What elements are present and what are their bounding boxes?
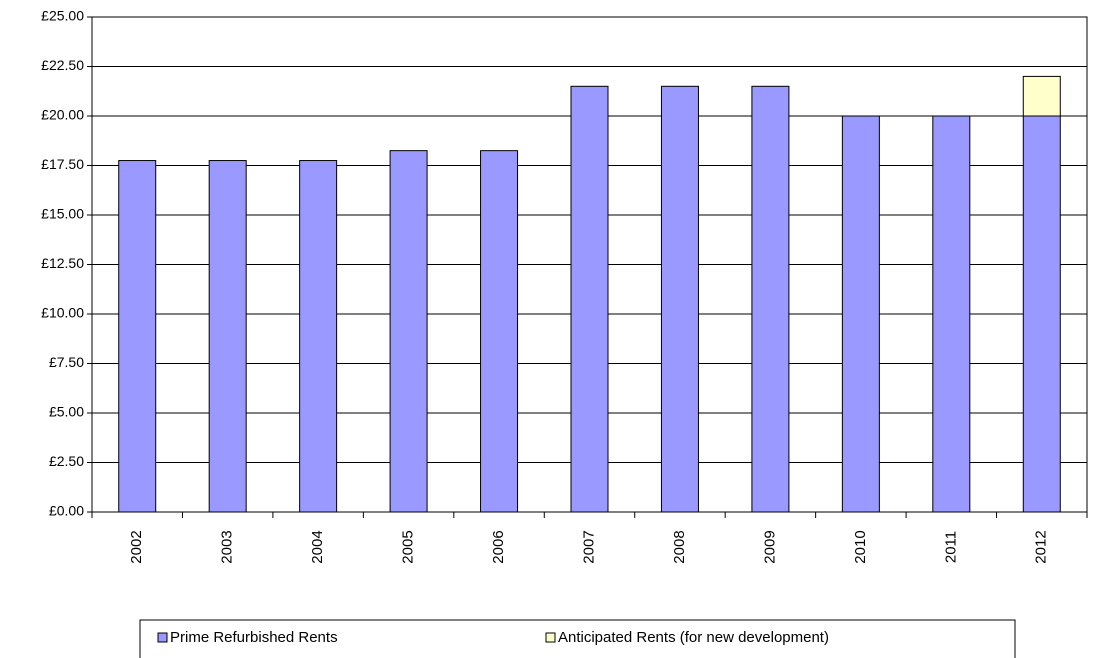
legend-label: Prime Refurbished Rents (170, 629, 338, 646)
legend-swatch (157, 632, 168, 643)
bar (841, 115, 880, 513)
bar (1022, 75, 1061, 117)
bar (480, 150, 519, 513)
y-tick-label: £2.50 (49, 453, 84, 469)
x-tick-label: 2010 (852, 530, 869, 563)
bar (208, 160, 247, 513)
x-tick-label: 2008 (671, 530, 688, 563)
bar (932, 115, 971, 513)
x-tick-label: 2003 (219, 530, 236, 563)
y-tick-label: £5.00 (49, 404, 84, 420)
x-tick-label: 2004 (309, 530, 326, 563)
legend-label: Anticipated Rents (for new development) (558, 629, 829, 646)
x-tick-label: 2006 (490, 530, 507, 563)
bar (570, 85, 609, 513)
y-tick-label: £17.50 (41, 156, 84, 172)
legend-swatch (545, 632, 556, 643)
bar (660, 85, 699, 513)
y-tick-label: £25.00 (41, 8, 84, 24)
y-tick-label: £15.00 (41, 206, 84, 222)
bar (118, 160, 157, 513)
x-tick-label: 2009 (761, 530, 778, 563)
y-tick-label: £0.00 (49, 503, 84, 519)
bar (751, 85, 790, 513)
x-tick-label: 2011 (942, 531, 959, 563)
bar (1022, 115, 1061, 513)
y-tick-label: £22.50 (41, 57, 84, 73)
y-tick-label: £7.50 (49, 354, 84, 370)
bar (299, 160, 338, 513)
x-tick-label: 2005 (400, 530, 417, 563)
y-tick-label: £12.50 (41, 255, 84, 271)
legend-box (139, 619, 1016, 658)
bar (389, 150, 428, 513)
y-tick-label: £10.00 (41, 305, 84, 321)
x-tick-label: 2002 (128, 530, 145, 563)
y-tick-label: £20.00 (41, 107, 84, 123)
x-tick-label: 2012 (1033, 530, 1050, 563)
x-tick-label: 2007 (580, 530, 597, 563)
